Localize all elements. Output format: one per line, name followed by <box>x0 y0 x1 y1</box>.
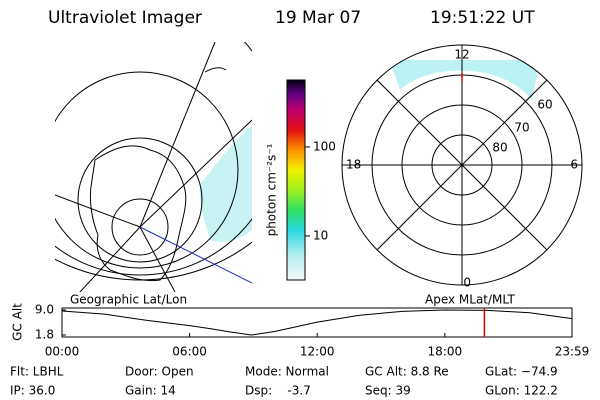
x-tick-label: 18:00 <box>428 345 463 359</box>
instrument: Ultraviolet Imager <box>48 8 202 28</box>
mlt-label: 12 <box>454 48 469 62</box>
mlt-label: 6 <box>570 158 578 172</box>
polar-map <box>341 44 583 286</box>
colorbar-label: photon cm⁻²s⁻¹ <box>265 143 279 236</box>
mlat-label: 60 <box>537 98 552 112</box>
x-tick-label: 00:00 <box>45 345 80 359</box>
status-field: GLat: −74.9 <box>485 365 558 379</box>
y-tick-label: 1.8 <box>35 328 54 342</box>
y-axis-label: GC Alt <box>11 303 25 341</box>
status-field: Flt: LBHL <box>10 365 64 379</box>
geo-map <box>55 42 252 292</box>
mlt-label: 18 <box>346 158 361 172</box>
mlt-label: 0 <box>463 276 471 290</box>
x-tick-label: 06:00 <box>172 345 207 359</box>
time: 19:51:22 UT <box>430 8 535 28</box>
status-field: Seq: 39 <box>365 384 411 398</box>
y-tick-label: 9.0 <box>35 303 54 317</box>
mlat-label: 70 <box>514 121 529 135</box>
colorbar-tick-label: 100 <box>313 139 336 153</box>
colorbar-tick-label: 10 <box>313 228 328 242</box>
left-map-label: Geographic Lat/Lon <box>70 293 187 307</box>
altitude-line <box>61 309 573 336</box>
status-field: Mode: Normal <box>245 365 329 379</box>
status-field: Gain: 14 <box>125 384 176 398</box>
status-field: IP: 36.0 <box>10 384 55 398</box>
status-field: GC Alt: 8.8 Re <box>365 365 449 379</box>
colorbar <box>286 79 306 281</box>
x-tick-label: 12:00 <box>300 345 335 359</box>
x-tick-label: 23:59 <box>555 345 590 359</box>
status-field: GLon: 122.2 <box>485 384 558 398</box>
right-map-label: Apex MLat/MLT <box>425 293 515 307</box>
status-field: Dsp: -3.7 <box>245 384 311 398</box>
date: 19 Mar 07 <box>275 8 361 28</box>
status-field: Door: Open <box>125 365 194 379</box>
mlat-label: 80 <box>492 141 507 155</box>
